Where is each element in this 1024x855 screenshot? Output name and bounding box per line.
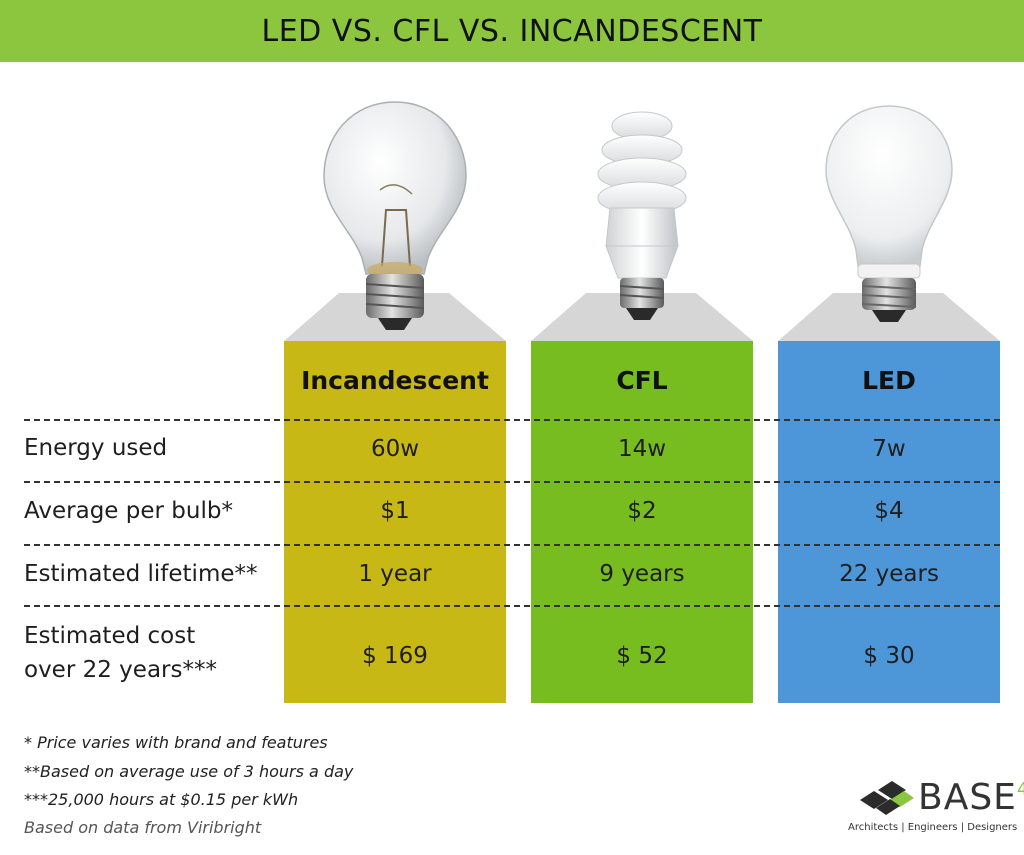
logo-superscript: 4: [1016, 779, 1024, 800]
column-cfl: [531, 341, 753, 703]
column-header-incandescent: Incandescent: [301, 366, 489, 395]
cell-led-price: $4: [874, 498, 904, 524]
logo-name: BASE: [918, 777, 1017, 818]
column-header-led: LED: [862, 366, 916, 395]
row-divider: [24, 481, 1000, 483]
footnote-cost-basis: ***25,000 hours at $0.15 per kWh: [24, 790, 299, 809]
row-label-cost-line1: Estimated cost: [24, 623, 196, 649]
column-header-cfl: CFL: [616, 366, 668, 395]
cell-led-lifetime: 22 years: [839, 561, 939, 587]
cell-cfl-energy: 14w: [617, 436, 667, 462]
cell-cfl-price: $2: [627, 498, 657, 524]
row-divider: [24, 605, 1000, 607]
footnote-price: * Price varies with brand and features: [24, 733, 328, 752]
cfl-bulb-icon: [597, 111, 687, 320]
cell-led-cost: $ 30: [863, 643, 915, 669]
row-divider: [24, 419, 1000, 421]
source-note: Based on data from Viribright: [24, 818, 262, 837]
title-banner: LED VS. CFL VS. INCANDESCENT: [0, 0, 1024, 62]
incandescent-bulb-icon: [323, 101, 467, 330]
logo-wordmark: BASE4: [918, 777, 1024, 818]
cell-cfl-cost: $ 52: [616, 643, 668, 669]
row-divider: [24, 544, 1000, 546]
column-incandescent: [284, 341, 506, 703]
row-label-energy: Energy used: [24, 435, 168, 461]
cell-incandescent-lifetime: 1 year: [358, 561, 432, 587]
logo-tagline: Architects | Engineers | Designers: [848, 822, 1018, 833]
cell-incandescent-energy: 60w: [370, 436, 420, 462]
page-title: LED VS. CFL VS. INCANDESCENT: [261, 13, 763, 49]
column-led: [778, 341, 1000, 703]
cell-incandescent-price: $1: [380, 498, 410, 524]
row-label-cost-line2: over 22 years***: [24, 657, 217, 683]
base4-logo-icon: [860, 781, 914, 815]
row-label-lifetime: Estimated lifetime**: [24, 561, 258, 587]
row-label-price: Average per bulb*: [24, 498, 233, 524]
cell-led-energy: 7w: [872, 436, 906, 462]
led-bulb-icon: [825, 105, 953, 322]
cell-incandescent-cost: $ 169: [362, 643, 428, 669]
cell-cfl-lifetime: 9 years: [599, 561, 685, 587]
footnote-usage: **Based on average use of 3 hours a day: [24, 762, 354, 781]
